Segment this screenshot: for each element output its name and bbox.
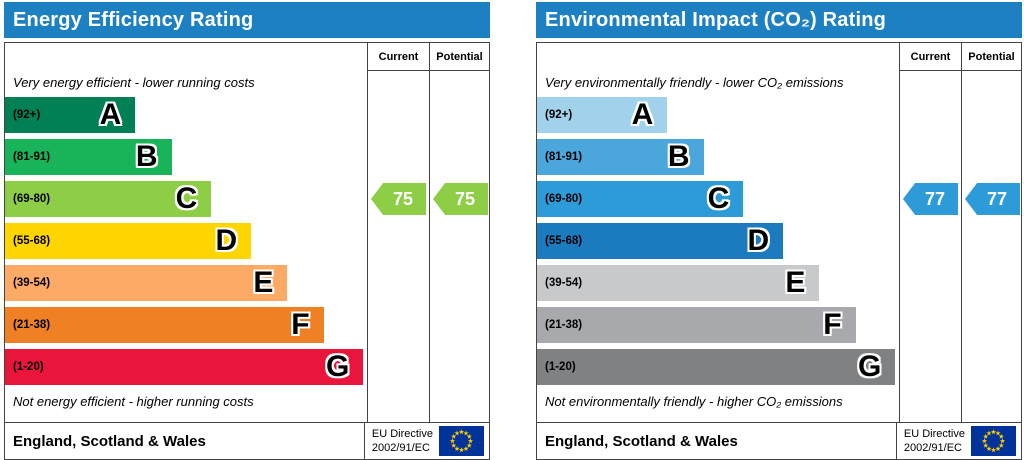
- band-b-bar: (81-91) B: [537, 139, 704, 175]
- current-column: Current 75: [367, 43, 429, 422]
- band-range-label: (69-80): [545, 193, 583, 205]
- band-row: (81-91) B: [537, 136, 899, 178]
- chart-title: Environmental Impact (CO₂) Rating: [536, 2, 1022, 38]
- band-row: (69-80) C: [5, 178, 367, 220]
- band-letter: D: [215, 224, 238, 257]
- footer-region-label: England, Scotland & Wales: [545, 432, 738, 450]
- band-e-bar: (39-54) E: [537, 265, 820, 301]
- band-a-bar: (92+) A: [537, 97, 668, 133]
- current-rating-value: 77: [924, 188, 946, 209]
- band-letter: E: [785, 266, 806, 299]
- potential-rating-arrow: 75: [433, 183, 488, 215]
- chart-box: Very energy efficient - lower running co…: [4, 42, 490, 460]
- bottom-note: Not energy efficient - higher running co…: [13, 394, 254, 409]
- potential-column: Potential 77: [961, 43, 1021, 422]
- current-column: Current 77: [899, 43, 961, 422]
- band-g-bar: (1-20) G: [5, 349, 364, 385]
- band-range-label: (92+): [545, 109, 573, 121]
- band-letter: G: [326, 350, 350, 383]
- chart-footer: England, Scotland & Wales EU Directive 2…: [537, 422, 1021, 459]
- bottom-note: Not environmentally friendly - higher CO…: [545, 394, 843, 409]
- potential-rating-value: 75: [454, 188, 476, 209]
- band-row: (39-54) E: [537, 262, 899, 304]
- current-rating-arrow: 77: [903, 183, 958, 215]
- potential-column: Potential 75: [429, 43, 489, 422]
- potential-rating-value: 77: [986, 188, 1008, 209]
- top-note: Very environmentally friendly - lower CO…: [545, 75, 844, 90]
- band-range-label: (39-54): [545, 277, 583, 289]
- band-b-bar: (81-91) B: [5, 139, 172, 175]
- potential-column-header: Potential: [430, 43, 489, 71]
- band-row: (55-68) D: [5, 220, 367, 262]
- band-row: (39-54) E: [5, 262, 367, 304]
- chart-title: Energy Efficiency Rating: [4, 2, 490, 38]
- bands-area: Very environmentally friendly - lower CO…: [537, 43, 899, 422]
- band-d-bar: (55-68) D: [537, 223, 784, 259]
- band-g-bar: (1-20) G: [537, 349, 896, 385]
- environmental-impact-rating-chart: Environmental Impact (CO₂) Rating Very e…: [536, 2, 1022, 460]
- band-row: (1-20) G: [5, 346, 367, 388]
- band-f-bar: (21-38) F: [537, 307, 856, 343]
- band-letter: D: [747, 224, 770, 257]
- band-range-label: (21-38): [13, 319, 51, 331]
- band-range-label: (81-91): [13, 151, 51, 163]
- band-letter: E: [253, 266, 274, 299]
- band-range-label: (21-38): [545, 319, 583, 331]
- band-range-label: (55-68): [13, 235, 51, 247]
- band-f-bar: (21-38) F: [5, 307, 324, 343]
- band-range-label: (69-80): [13, 193, 51, 205]
- band-letter: B: [135, 140, 158, 173]
- current-rating-arrow: 75: [371, 183, 426, 215]
- band-row: (21-38) F: [5, 304, 367, 346]
- potential-column-header: Potential: [962, 43, 1021, 71]
- band-letter: A: [99, 98, 122, 131]
- eu-directive-label: EU Directive 2002/91/EC: [903, 427, 965, 454]
- band-range-label: (81-91): [545, 151, 583, 163]
- top-note: Very energy efficient - lower running co…: [13, 75, 255, 90]
- band-letter: C: [707, 182, 730, 215]
- band-row: (92+) A: [5, 94, 367, 136]
- band-row: (92+) A: [537, 94, 899, 136]
- band-range-label: (39-54): [13, 277, 51, 289]
- eu-flag-icon: [439, 426, 484, 456]
- band-range-label: (92+): [13, 109, 41, 121]
- band-c-bar: (69-80) C: [537, 181, 744, 217]
- band-letter: A: [631, 98, 654, 131]
- chart-footer: England, Scotland & Wales EU Directive 2…: [5, 422, 489, 459]
- band-range-label: (55-68): [545, 235, 583, 247]
- current-column-header: Current: [368, 43, 429, 71]
- band-row: (69-80) C: [537, 178, 899, 220]
- energy-efficiency-rating-chart: Energy Efficiency Rating Very energy eff…: [4, 2, 490, 460]
- eu-flag-icon: [971, 426, 1016, 456]
- band-e-bar: (39-54) E: [5, 265, 288, 301]
- band-a-bar: (92+) A: [5, 97, 136, 133]
- band-range-label: (1-20): [545, 361, 576, 373]
- band-letter: B: [667, 140, 690, 173]
- potential-rating-arrow: 77: [965, 183, 1020, 215]
- bands-area: Very energy efficient - lower running co…: [5, 43, 367, 422]
- band-letter: F: [291, 308, 310, 341]
- band-row: (21-38) F: [537, 304, 899, 346]
- band-c-bar: (69-80) C: [5, 181, 212, 217]
- band-letter: C: [175, 182, 198, 215]
- current-column-header: Current: [900, 43, 961, 71]
- band-letter: F: [823, 308, 842, 341]
- current-rating-value: 75: [392, 188, 414, 209]
- band-row: (1-20) G: [537, 346, 899, 388]
- band-d-bar: (55-68) D: [5, 223, 252, 259]
- band-range-label: (1-20): [13, 361, 44, 373]
- band-letter: G: [858, 350, 882, 383]
- band-row: (81-91) B: [5, 136, 367, 178]
- eu-directive-label: EU Directive 2002/91/EC: [371, 427, 433, 454]
- chart-box: Very environmentally friendly - lower CO…: [536, 42, 1022, 460]
- band-row: (55-68) D: [537, 220, 899, 262]
- footer-region-label: England, Scotland & Wales: [13, 432, 206, 450]
